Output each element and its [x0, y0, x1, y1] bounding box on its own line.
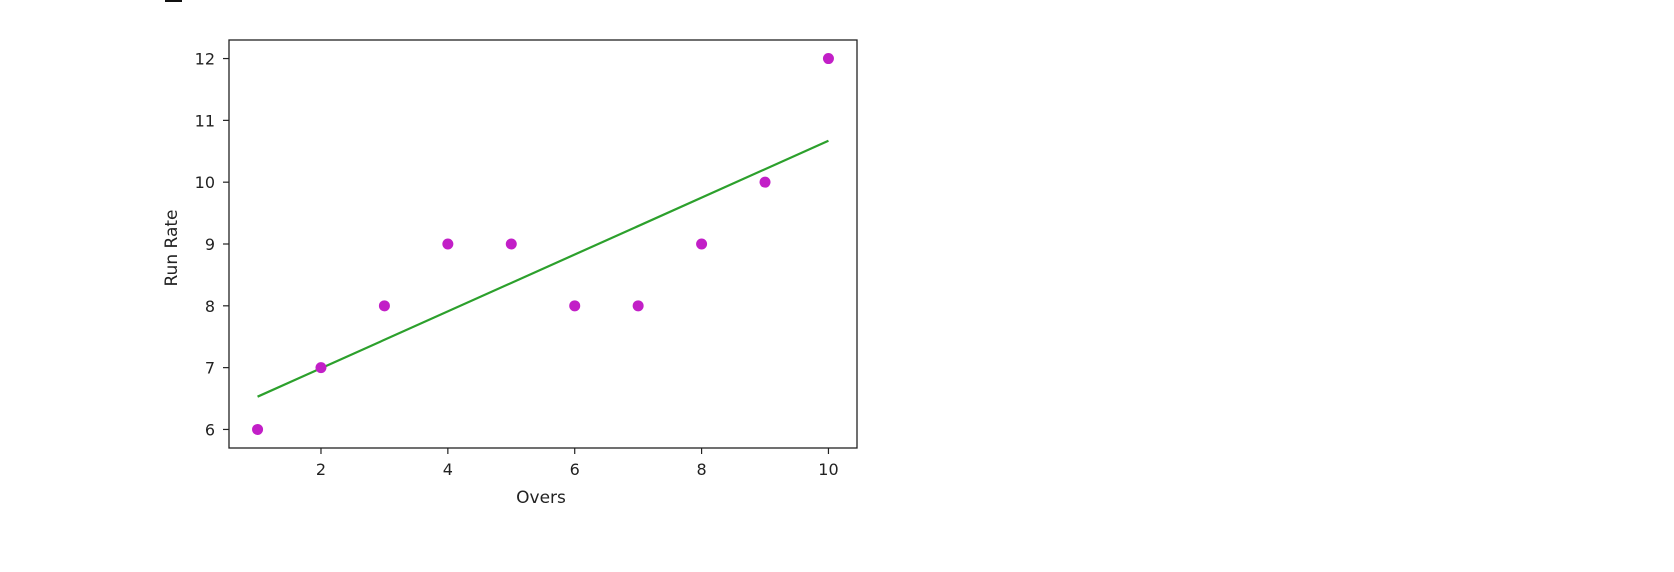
y-axis-label: Run Rate: [162, 210, 182, 287]
data-point: [822, 53, 834, 65]
y-tick-label: 9: [205, 235, 215, 254]
data-point: [252, 423, 264, 435]
x-tick-label: 2: [316, 460, 326, 479]
data-point: [696, 238, 708, 250]
y-tick-label: 11: [195, 111, 215, 130]
x-axis-ticks: 2 4 6 8 10: [316, 448, 839, 479]
points-layer: [252, 53, 834, 435]
data-point: [632, 300, 644, 312]
data-point: [378, 300, 390, 312]
x-tick-label: 10: [818, 460, 838, 479]
y-axis-ticks: 6 7 8 9 10 11 12: [195, 50, 229, 439]
x-axis-label: Overs: [516, 488, 566, 508]
x-tick-label: 6: [570, 460, 580, 479]
data-point: [569, 300, 581, 312]
regression-line: [257, 139, 829, 398]
data-point: [442, 238, 454, 250]
data-point: [759, 176, 771, 188]
cursor-mark: [165, 0, 182, 2]
y-tick-label: 12: [195, 50, 215, 69]
x-tick-label: 8: [696, 460, 706, 479]
x-tick-label: 4: [443, 460, 453, 479]
y-tick-label: 10: [195, 173, 215, 192]
y-tick-label: 6: [205, 420, 215, 439]
y-tick-label: 7: [205, 359, 215, 378]
data-point: [505, 238, 517, 250]
plot-frame: [228, 39, 858, 449]
fit-line-layer: [257, 139, 829, 398]
data-point: [315, 362, 327, 374]
y-tick-label: 8: [205, 297, 215, 316]
